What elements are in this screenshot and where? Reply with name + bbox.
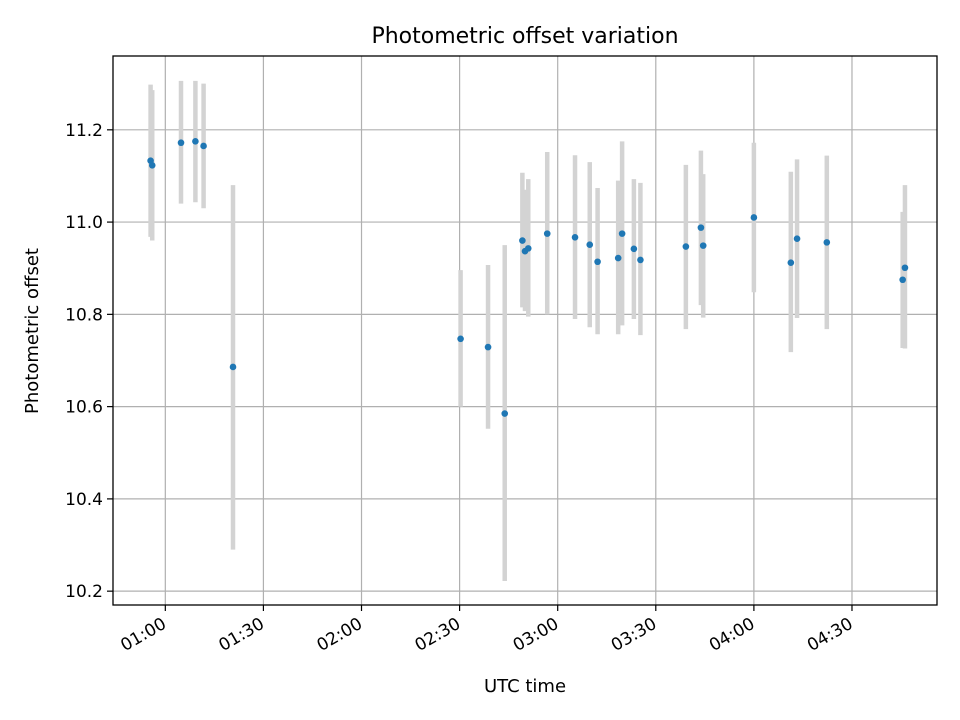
chart-title: Photometric offset variation — [371, 24, 678, 49]
data-point — [699, 242, 707, 249]
data-point — [457, 335, 464, 343]
data-point — [793, 235, 801, 242]
data-point — [899, 276, 906, 284]
data-point — [524, 245, 532, 252]
data-point — [637, 256, 644, 264]
data-point — [229, 363, 237, 371]
data-point — [543, 230, 551, 237]
y-tick-label: 10.4 — [65, 490, 103, 510]
data-point — [630, 245, 638, 253]
data-point — [823, 239, 831, 246]
data-point — [177, 139, 185, 147]
data-point — [594, 258, 601, 266]
data-point — [200, 142, 207, 150]
y-tick-label: 10.8 — [65, 305, 103, 325]
data-point — [682, 243, 690, 250]
data-point — [571, 234, 579, 241]
data-point — [750, 214, 758, 221]
y-tick-label: 11.0 — [65, 213, 103, 233]
data-point — [501, 410, 509, 417]
data-point — [787, 259, 795, 266]
y-tick-label: 10.6 — [65, 398, 103, 418]
x-axis-label: UTC time — [484, 676, 566, 697]
point-layer — [147, 138, 909, 417]
data-point — [901, 264, 909, 272]
data-point — [618, 230, 626, 237]
y-tick-label: 10.2 — [65, 582, 103, 602]
data-point — [484, 343, 492, 351]
y-tick-label: 11.2 — [65, 121, 103, 141]
data-point — [614, 254, 622, 262]
data-point — [697, 224, 705, 231]
plot-frame — [112, 55, 938, 606]
y-axis-label: Photometric offset — [22, 248, 43, 414]
data-point — [192, 138, 199, 145]
data-point — [586, 241, 594, 248]
data-point — [148, 162, 156, 169]
data-point — [519, 237, 526, 244]
